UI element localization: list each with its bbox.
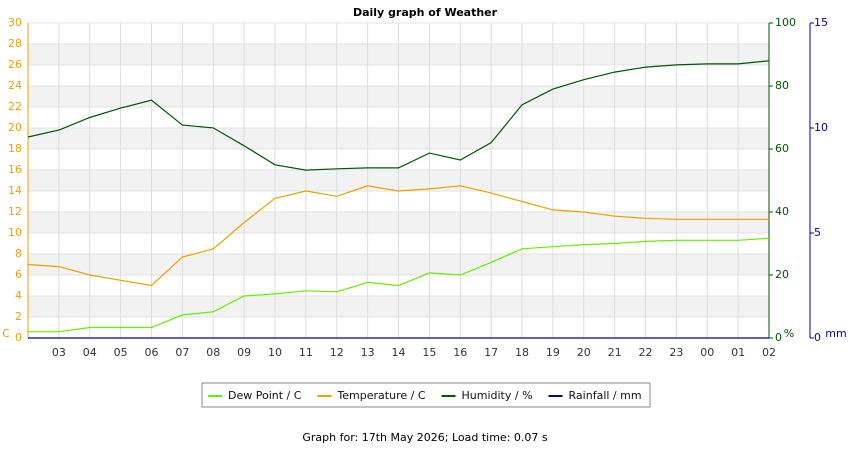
legend-label: Rainfall / mm: [569, 389, 642, 402]
y-tick-label: 12: [8, 205, 22, 218]
x-tick-label: 19: [546, 346, 560, 359]
x-tick-label: 00: [700, 346, 714, 359]
x-tick-label: 06: [145, 346, 159, 359]
legend-box: [201, 382, 651, 408]
y-tick-label: 40: [775, 205, 789, 218]
y-tick-label: 28: [8, 37, 22, 50]
x-tick-label: 07: [175, 346, 189, 359]
x-tick-label: 23: [669, 346, 683, 359]
legend-label: Temperature / C: [336, 389, 425, 402]
y-tick-label: 80: [775, 79, 789, 92]
legend: Dew Point / C Temperature / C Humidity / %…: [201, 382, 651, 408]
y-tick-label: 24: [8, 79, 22, 92]
x-tick-label: 08: [206, 346, 220, 359]
y-tick-label: 10: [814, 121, 828, 134]
y-tick-label: 2: [15, 310, 22, 323]
chart-title: Daily graph of Weather: [353, 6, 498, 19]
y-tick-label: 8: [15, 247, 22, 260]
y-tick-label: 20: [8, 121, 22, 134]
axis-label: mm: [825, 327, 846, 340]
x-tick-label: 22: [639, 346, 653, 359]
y-tick-label: 15: [814, 16, 828, 29]
x-tick-label: 01: [731, 346, 745, 359]
y-tick-label: 30: [8, 16, 22, 29]
y-tick-label: 10: [8, 226, 22, 239]
x-tick-label: 16: [453, 346, 467, 359]
y-tick-label: 6: [15, 268, 22, 281]
footer: Graph for: 17th May 2026; Load time: 0.0…: [302, 431, 548, 444]
axis-label: %: [784, 327, 794, 340]
y-tick-label: 4: [15, 289, 22, 302]
x-tick-label: 03: [52, 346, 66, 359]
x-tick-label: 14: [392, 346, 406, 359]
x-tick-label: 17: [484, 346, 498, 359]
x-tick-label: 15: [422, 346, 436, 359]
legend-label: Dew Point / C: [228, 389, 302, 402]
x-tick-label: 21: [608, 346, 622, 359]
y-tick-label: 26: [8, 58, 22, 71]
x-tick-label: 02: [762, 346, 776, 359]
y-tick-label: 20: [775, 268, 789, 281]
y-tick-label: 0: [814, 331, 821, 344]
x-tick-label: 04: [83, 346, 97, 359]
y-tick-label: 14: [8, 184, 22, 197]
x-tick-label: 10: [268, 346, 282, 359]
y-tick-label: 60: [775, 142, 789, 155]
x-tick-label: 11: [299, 346, 313, 359]
x-tick-label: 20: [577, 346, 591, 359]
series-line: [28, 237, 770, 333]
series-line: [27, 185, 769, 287]
y-tick-label: 18: [8, 142, 22, 155]
y-tick-label: 0: [15, 331, 22, 344]
x-tick-label: 12: [330, 346, 344, 359]
x-tick-label: 18: [515, 346, 529, 359]
y-tick-label: 16: [8, 163, 22, 176]
x-tick-label: 05: [114, 346, 128, 359]
x-tick-label: 13: [361, 346, 375, 359]
y-tick-label: 100: [775, 16, 796, 29]
y-tick-label: 22: [8, 100, 22, 113]
series-line: [27, 60, 770, 171]
x-tick-label: 09: [237, 346, 251, 359]
axis-label: C: [2, 327, 10, 340]
y-tick-label: 5: [814, 226, 821, 239]
legend-label: Humidity / %: [462, 389, 533, 402]
y-tick-label: 0: [775, 331, 782, 344]
